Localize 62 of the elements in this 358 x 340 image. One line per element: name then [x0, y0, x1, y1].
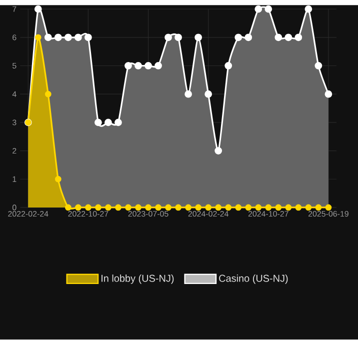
point [315, 204, 322, 211]
point [184, 90, 192, 98]
point [194, 34, 202, 42]
point [294, 34, 302, 42]
point [85, 204, 92, 211]
point [234, 34, 242, 42]
point [305, 204, 312, 211]
point [285, 204, 292, 211]
point [174, 34, 182, 42]
point [215, 204, 222, 211]
point [125, 204, 132, 211]
point [75, 204, 82, 211]
point [284, 34, 292, 42]
point [224, 62, 232, 70]
point [264, 6, 272, 13]
point [64, 34, 72, 42]
point [245, 204, 252, 211]
point [34, 6, 42, 13]
legend-label: In lobby (US-NJ) [102, 274, 174, 284]
point [275, 204, 282, 211]
point [104, 118, 112, 126]
point [235, 204, 242, 211]
point [325, 204, 332, 211]
point [95, 204, 102, 211]
point [165, 204, 172, 211]
point [195, 204, 202, 211]
point [295, 204, 302, 211]
point [214, 147, 222, 155]
point [54, 176, 62, 183]
point [244, 34, 252, 42]
point [124, 62, 132, 70]
point [154, 62, 162, 70]
point [44, 34, 52, 42]
point [255, 204, 262, 211]
point [205, 204, 212, 211]
point [324, 90, 332, 98]
point [145, 204, 152, 211]
point [185, 204, 192, 211]
point [265, 204, 272, 211]
point [74, 34, 82, 42]
point [304, 6, 312, 13]
point [175, 204, 182, 211]
point [34, 34, 42, 41]
point [254, 6, 262, 13]
point [135, 204, 142, 211]
point [115, 204, 122, 211]
point [164, 34, 172, 42]
point [274, 34, 282, 42]
point [64, 204, 72, 211]
point [204, 90, 212, 98]
point [225, 204, 232, 211]
point [114, 118, 122, 126]
point [44, 91, 52, 98]
point [144, 62, 152, 70]
point [94, 118, 102, 126]
point [314, 62, 322, 70]
legend-label: Casino (US-NJ) [219, 274, 288, 284]
point [54, 34, 62, 42]
point [105, 204, 112, 211]
point [155, 204, 162, 211]
point [84, 34, 92, 42]
point [134, 62, 142, 70]
